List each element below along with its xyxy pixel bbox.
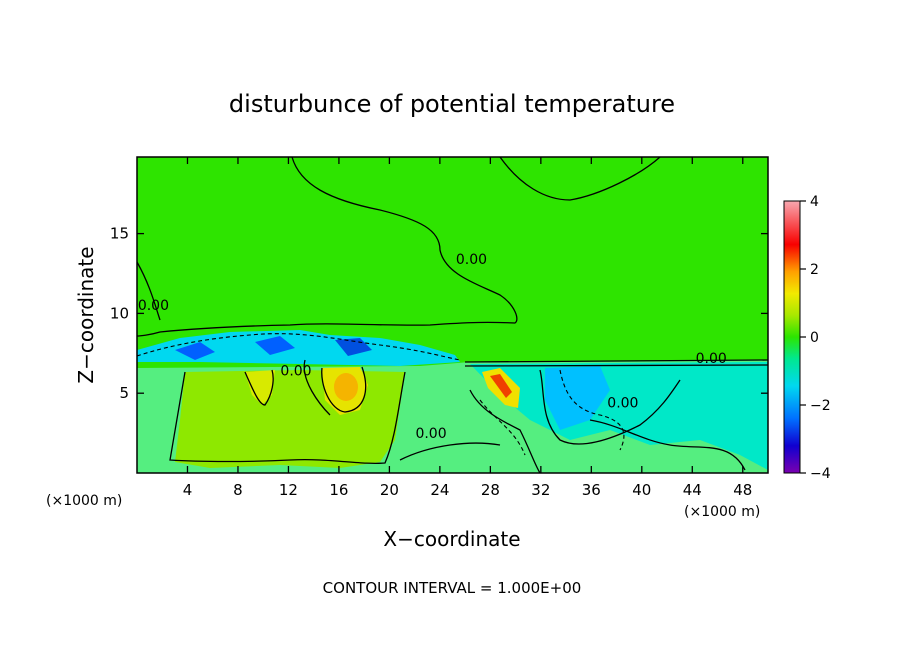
plot-area — [137, 157, 768, 473]
contour-upper-zero — [137, 157, 518, 337]
field-blue-patch-1 — [175, 342, 215, 360]
contour-plume-left — [303, 359, 331, 416]
contour-yellow-mid — [321, 366, 367, 413]
contour-lines-dashed — [137, 333, 625, 456]
x-tick-label: 4 — [183, 481, 193, 499]
contour-interval-note: CONTOUR INTERVAL = 1.000E+00 — [323, 579, 582, 597]
x-tick-label: 48 — [733, 481, 752, 499]
plot-frame — [136, 156, 769, 474]
y-axis-label: Z−coordinate — [74, 246, 98, 383]
y-axis-ticks: 5 10 15 — [110, 225, 768, 402]
contour-zero-bottom — [399, 442, 501, 461]
contour-bottom-right — [589, 419, 746, 471]
field-lower-cyan-region — [470, 362, 768, 470]
x-tick-label: 32 — [531, 481, 550, 499]
x-tick-label: 36 — [582, 481, 601, 499]
field-orange-core — [334, 373, 358, 401]
field-lower-warm-region — [175, 370, 405, 468]
contour-neg-right-1 — [479, 399, 526, 456]
colorbar — [783, 200, 801, 474]
colorbar-tick-label: 2 — [810, 262, 819, 278]
colorbar-tick-label: −4 — [810, 466, 831, 482]
contour-top-right — [499, 157, 661, 201]
colorbar-ticks: 4 2 0 −2 −4 — [800, 194, 831, 482]
x-axis-ticks: 4 8 12 16 20 24 28 32 36 40 44 48 — [183, 157, 752, 499]
field-hot-core — [490, 374, 512, 398]
contour-label: 0.00 — [138, 298, 169, 314]
contour-lines — [137, 157, 768, 473]
contour-inversion — [464, 359, 768, 363]
y-tick-label: 5 — [119, 384, 129, 402]
colorbar-tick-label: 4 — [810, 194, 819, 210]
contour-left-edge — [137, 261, 161, 321]
contour-yellow-left — [244, 369, 274, 406]
x-tick-label: 40 — [632, 481, 651, 499]
x-tick-label: 8 — [233, 481, 243, 499]
field-blue-patch-2 — [255, 336, 295, 355]
contour-label: 0.00 — [415, 426, 446, 442]
field-yellow-blob-left — [245, 370, 275, 405]
x-tick-label: 16 — [329, 481, 348, 499]
contour-lower-left — [169, 371, 406, 464]
x-axis-label: X−coordinate — [383, 527, 520, 551]
chart-title: disturbunce of potential temperature — [229, 90, 675, 118]
x-unit-left: (×1000 m) — [46, 493, 122, 509]
colorbar-tick-label: 0 — [810, 330, 819, 346]
x-unit-right: (×1000 m) — [684, 504, 760, 520]
x-tick-label: 28 — [481, 481, 500, 499]
contour-labels: 0.00 0.00 0.00 0.00 0.00 0.00 — [138, 252, 727, 442]
colorbar-tick-label: −2 — [810, 398, 831, 414]
field-blue-patch-3 — [335, 338, 372, 356]
contour-inversion-2 — [464, 364, 768, 367]
contour-label: 0.00 — [607, 396, 638, 412]
y-tick-label: 15 — [110, 225, 129, 243]
contour-label: 0.00 — [280, 364, 311, 380]
contour-label: 0.00 — [696, 351, 727, 367]
contour-label: 0.00 — [456, 252, 487, 268]
contour-lower-right — [469, 389, 541, 473]
field-cyan-band — [137, 330, 460, 366]
y-tick-label: 10 — [110, 304, 129, 322]
x-tick-label: 24 — [430, 481, 449, 499]
x-tick-label: 44 — [683, 481, 702, 499]
contour-neg-right-2 — [559, 369, 625, 451]
x-tick-label: 20 — [380, 481, 399, 499]
x-tick-label: 12 — [279, 481, 298, 499]
contour-right-blob — [539, 369, 681, 445]
contour-neg-band — [137, 333, 461, 361]
